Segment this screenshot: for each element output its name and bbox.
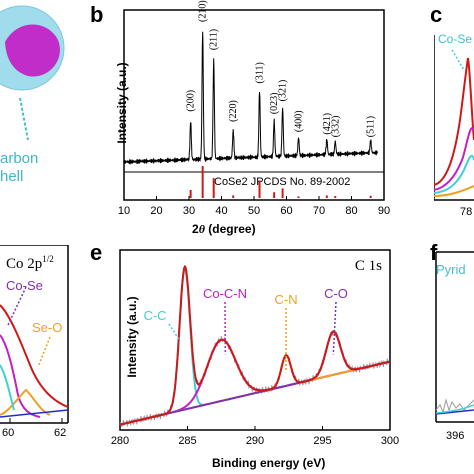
f-baseline [435, 409, 474, 415]
panel-b-label: b [90, 2, 104, 27]
xrd-xtick-label: 60 [280, 205, 292, 217]
xps-component-co-c-n [119, 338, 390, 426]
xps-xtick-label: 290 [246, 435, 264, 447]
c-trace-red [434, 57, 474, 186]
c-co-se-label: Co-Se [438, 32, 473, 46]
d-pointer-1 [7, 286, 27, 326]
panel-d-chart [0, 245, 69, 424]
xrd-chart: (200) (210)(211) (220) (311)(023)(321) (400)… [118, 0, 390, 217]
xrd-peak-label: (210) [198, 0, 209, 22]
xrd-peak-label: (200) [186, 90, 197, 112]
xps-label-arrow [332, 301, 337, 355]
c-trace-orange [434, 185, 474, 197]
xps-title: C 1s [355, 258, 382, 274]
panel-f-chart [435, 251, 474, 423]
xrd-peak-label: (321) [278, 80, 289, 102]
panel-c-label: c [430, 2, 443, 27]
c-pointer [451, 49, 465, 71]
xrd-xlabel: 2θ (degree) [192, 222, 256, 236]
xrd-peak-label: (400) [294, 110, 305, 132]
panel-a-label-2: hell [0, 168, 24, 185]
xps-component-label: C-N [274, 292, 297, 307]
xps-component-c-c [119, 267, 390, 426]
xrd-peak-label: (023) [269, 92, 280, 114]
xrd-reference-label: CoSe2 JPCDS No. 89-2002 [214, 176, 350, 188]
f-tick-label: 396 [446, 430, 465, 442]
f-fit [435, 404, 474, 414]
c-trace-magenta [434, 127, 474, 191]
xrd-pattern-line [123, 31, 378, 165]
xps-component-label: C-C [143, 308, 166, 323]
d-title: Co 2p1/2 [6, 254, 54, 272]
xrd-xtick-label: 80 [345, 205, 357, 217]
xps-xtick-label: 285 [178, 435, 196, 447]
xrd-xtick-label: 90 [378, 205, 390, 217]
xrd-peak-label: (332) [330, 116, 341, 138]
f-pyrid-label: Pyrid [436, 262, 466, 277]
xrd-peak-label: (421) [322, 113, 333, 135]
d-tick-62: 62 [54, 427, 67, 439]
xrd-peak-label: (311) [255, 62, 266, 83]
d-envelope [0, 304, 69, 408]
xrd-peak-label: (220) [228, 100, 239, 122]
panel-e-label: e [90, 240, 103, 265]
xps-raw-data [119, 265, 390, 428]
coSe2-core-icon [5, 24, 60, 77]
xps-component-label: Co-C-N [203, 286, 247, 301]
xrd-xtick-label: 30 [183, 205, 195, 217]
xps-label-arrow [168, 323, 181, 341]
xps-envelope [119, 264, 390, 426]
panel-a-sphere [0, 5, 65, 141]
xps-ylabel: Intensity (a.u.) [125, 296, 139, 378]
d-pointer-2 [37, 336, 51, 368]
d-tick-60: 60 [2, 427, 15, 439]
d-se-o-fit [0, 388, 51, 416]
c-trace-cyan [434, 154, 474, 194]
xrd-xtick-label: 10 [118, 205, 130, 217]
d-baseline [0, 409, 69, 418]
xps-component-label: C-O [324, 286, 348, 301]
xrd-peak-label: (211) [209, 29, 220, 50]
panel-f-label: f [430, 240, 438, 265]
xrd-ylabel: Intensity (a.u.) [115, 62, 129, 144]
c-tick-label: 78 [460, 206, 473, 218]
xrd-xtick-label: 50 [248, 205, 260, 217]
xps-xtick-label: 295 [313, 435, 331, 447]
xps-xtick-label: 300 [381, 435, 399, 447]
xrd-xtick-label: 70 [313, 205, 325, 217]
d-se-o-label: Se-O [32, 320, 63, 335]
shell-pointer-icon [19, 97, 29, 141]
d-co-se-label: Co-Se [6, 278, 43, 293]
xrd-xtick-label: 20 [150, 205, 162, 217]
d-cyan-fit [0, 364, 15, 411]
xps-frame [119, 249, 391, 431]
xps-component-c-o [119, 330, 390, 426]
xrd-xtick-label: 40 [215, 205, 227, 217]
panel-c-chart [434, 35, 474, 201]
xrd-peak-label: (511) [366, 116, 377, 137]
xps-xlabel: Binding energy (eV) [212, 456, 326, 470]
xps-xtick-label: 280 [111, 435, 129, 447]
xps-c1s-chart: C 1s C-C Co-C-N C-N C-O 280 285 290 295 300 [111, 249, 399, 447]
panel-a-label-1: arbon [0, 150, 39, 167]
